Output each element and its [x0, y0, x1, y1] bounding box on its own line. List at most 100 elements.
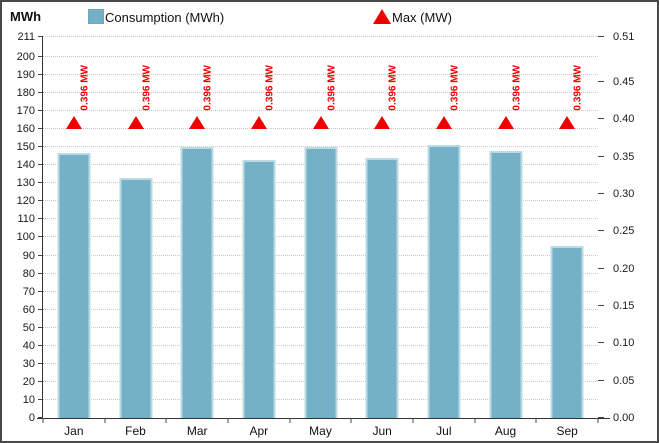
gridline	[43, 36, 598, 37]
max-triangle-marker	[250, 115, 267, 129]
left-axis-tickmark	[38, 91, 43, 93]
left-axis-tick-label: 60	[22, 303, 35, 316]
x-axis-tickmark	[42, 418, 44, 423]
bar	[489, 150, 522, 418]
left-axis-tick-label: 190	[16, 68, 35, 81]
right-axis-tick-label: 0.40	[613, 113, 635, 126]
right-axis-tickmark	[598, 304, 604, 306]
x-axis-tickmark	[165, 418, 167, 423]
bar-swatch-icon	[88, 9, 104, 24]
x-axis-category-label: Jan	[64, 424, 84, 438]
right-axis-tick-label: 0.30	[613, 187, 635, 200]
legend-label-max: Max (MW)	[392, 10, 452, 25]
left-axis-tickmark	[38, 218, 43, 220]
bar	[304, 147, 337, 418]
right-axis-tick-label: 0.45	[613, 75, 635, 88]
left-axis-tick-label: 90	[22, 249, 35, 262]
max-point-label: 0.396 MW	[572, 65, 584, 111]
left-axis-tick-label: 160	[16, 123, 35, 136]
left-axis-tick-label: 140	[16, 159, 35, 172]
max-point-label: 0.396 MW	[79, 65, 91, 111]
right-axis-tickmark	[598, 417, 604, 418]
right-axis-tickmark	[598, 192, 604, 194]
legend-item-max: Max (MW)	[373, 8, 452, 25]
left-axis-tick-label: 50	[22, 321, 35, 334]
left-axis-tick-label: 20	[22, 375, 35, 388]
bar	[119, 177, 152, 418]
max-point-label: 0.396 MW	[511, 65, 522, 111]
x-axis-category-label: Jul	[436, 424, 452, 438]
left-axis-tick-label: 110	[17, 213, 35, 226]
x-axis-tickmark	[412, 418, 414, 423]
right-axis-tick-label: 0.35	[613, 150, 635, 163]
left-axis-tick-label: 100	[16, 231, 35, 244]
bar	[242, 159, 276, 418]
left-axis-tickmark	[38, 362, 43, 364]
left-axis-tickmark	[38, 308, 43, 310]
right-axis-tickmark	[598, 342, 604, 344]
left-axis-tickmark	[38, 326, 43, 328]
left-axis-tick-label: 40	[22, 339, 35, 352]
x-axis-tickmark	[104, 418, 106, 423]
left-axis-tickmark	[38, 254, 43, 256]
x-axis-category-label: Jun	[372, 424, 392, 438]
left-axis-tick-label: 30	[22, 357, 35, 370]
right-axis-tick-label: 0.15	[613, 299, 635, 312]
left-axis-tickmark	[38, 55, 43, 57]
right-axis-tick-label: 0.25	[613, 225, 635, 238]
bar	[427, 145, 461, 418]
max-triangle-marker	[374, 115, 391, 129]
x-axis-category-label: Mar	[186, 424, 208, 438]
gridline	[43, 146, 598, 148]
max-point-label: 0.396 MW	[264, 65, 276, 111]
right-axis-tickmark	[598, 230, 604, 232]
left-axis-tickmark	[38, 146, 43, 148]
left-axis-line	[42, 37, 43, 419]
right-axis-tickmark	[598, 36, 604, 37]
right-axis-tick-label: 0.00	[613, 412, 635, 424]
right-axis-tickmark	[598, 118, 604, 120]
max-point-label: 0.396 MW	[449, 65, 461, 111]
left-axis-tickmark	[38, 272, 43, 274]
left-axis-tick-label: 130	[16, 177, 35, 190]
right-axis-tickmark	[598, 155, 604, 157]
right-axis-tick-label: 0.05	[613, 374, 635, 387]
max-triangle-marker	[497, 115, 514, 129]
right-axis-tickmark	[598, 267, 604, 269]
max-point-label: 0.396 MW	[141, 65, 152, 111]
bar	[180, 147, 214, 418]
max-point-label: 0.396 MW	[202, 65, 214, 111]
left-axis-tickmark	[38, 128, 43, 130]
left-axis-tick-label: 70	[22, 285, 35, 298]
left-axis-tickmark	[38, 380, 43, 382]
max-triangle-marker	[559, 115, 576, 129]
left-axis-tickmark	[38, 73, 43, 75]
right-axis-tick-label: 0.51	[613, 31, 635, 43]
x-axis-tickmark	[227, 418, 229, 423]
max-triangle-marker	[435, 115, 452, 129]
x-axis-category-label: May	[309, 424, 332, 438]
left-axis-tickmark	[38, 200, 43, 202]
left-axis-tickmark	[38, 417, 43, 418]
max-triangle-marker	[127, 115, 144, 129]
x-axis-tickmark	[350, 418, 352, 423]
bar	[57, 152, 91, 418]
legend-item-consumption: Consumption (MWh)	[88, 8, 224, 25]
right-axis-tick-label: 0.20	[613, 262, 635, 275]
left-axis-tickmark	[38, 164, 43, 166]
left-axis-tickmark	[38, 398, 43, 400]
left-axis-tick-label: 180	[16, 86, 35, 99]
left-axis-tickmark	[38, 36, 43, 37]
left-axis-tickmark	[38, 344, 43, 346]
left-axis-tick-label: 120	[16, 195, 35, 208]
x-axis-tickmark	[474, 418, 476, 423]
x-axis-category-label: Sep	[556, 424, 578, 438]
max-point-label: 0.396 MW	[326, 65, 337, 111]
max-triangle-marker	[65, 115, 82, 129]
max-triangle-marker	[312, 115, 329, 129]
left-axis-tick-label: 10	[22, 393, 35, 406]
left-axis-tickmark	[38, 290, 43, 292]
x-axis-category-label: Apr	[249, 424, 269, 438]
left-axis-tickmark	[38, 182, 43, 184]
